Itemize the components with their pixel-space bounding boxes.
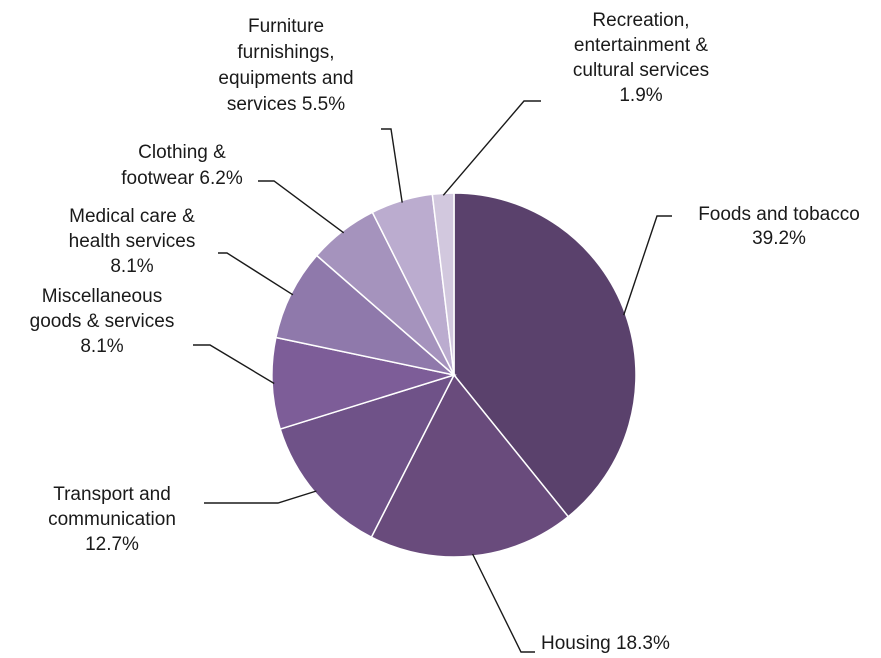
slice-label-6: Clothing & footwear 6.2% [121, 142, 243, 189]
leader-line-7 [381, 128, 403, 203]
slice-label-line: furnishings, [237, 42, 334, 63]
slice-label-line: goods & services [30, 311, 175, 332]
slice-label-line: communication [48, 509, 176, 530]
leader-line-2 [471, 553, 535, 653]
slice-label-line: 39.2% [752, 228, 806, 249]
slice-label-2: Housing 18.3% [541, 633, 670, 654]
slice-label-line: services 5.5% [227, 94, 345, 115]
pie-slice-8 [431, 192, 455, 376]
leader-lines [193, 100, 672, 653]
slice-label-line: Furniture [248, 16, 324, 37]
slice-label-line: cultural services [573, 60, 709, 81]
slice-label-line: 12.7% [85, 534, 139, 555]
leader-line-3 [204, 490, 317, 504]
slice-label-3: Transport and communication 12.7% [48, 484, 176, 555]
slice-labels: Foods and tobacco 39.2% Housing 18.3% Trans… [30, 10, 860, 654]
slice-label-line: equipments and [218, 68, 353, 89]
leader-line-8 [442, 100, 541, 196]
slice-label-line: Housing 18.3% [541, 633, 670, 654]
slice-label-line: Recreation, [592, 10, 689, 31]
slice-label-line: Foods and tobacco [698, 204, 860, 225]
slice-label-line: health services [69, 231, 196, 252]
leader-line-6 [258, 180, 345, 234]
slice-label-line: 1.9% [619, 85, 662, 106]
leader-line-4 [193, 344, 275, 385]
pie-slice-1 [453, 192, 637, 518]
leader-line-5 [218, 252, 294, 296]
slice-label-line: Transport and [53, 484, 171, 505]
slice-label-line: entertainment & [574, 35, 708, 56]
slice-label-7: Furniture furnishings, equipments and servi… [218, 16, 353, 115]
slice-label-line: 8.1% [80, 336, 123, 357]
slice-label-4: Miscellaneous goods & services 8.1% [30, 286, 175, 357]
slice-label-8: Recreation, entertainment & cultural servi… [573, 10, 709, 106]
pie-slices [271, 192, 637, 558]
slice-label-line: Miscellaneous [42, 286, 162, 307]
slice-label-1: Foods and tobacco 39.2% [698, 204, 860, 249]
leader-line-1 [623, 215, 672, 316]
slice-label-5: Medical care & health services 8.1% [69, 206, 196, 277]
slice-label-line: Clothing & [138, 142, 226, 163]
slice-label-line: 8.1% [110, 256, 153, 277]
pie-slice-4 [271, 336, 457, 430]
slice-label-line: Medical care & [69, 206, 195, 227]
slice-label-line: footwear 6.2% [121, 168, 243, 189]
pie-slice-3 [279, 373, 456, 539]
